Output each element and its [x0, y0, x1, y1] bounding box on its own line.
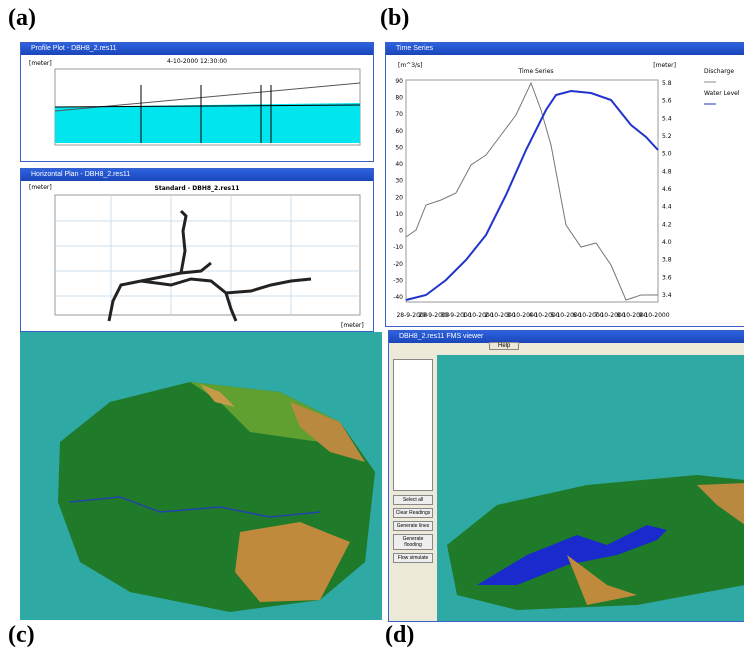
right-tick-label: 5.0: [662, 151, 672, 158]
x-tick-label: 6-10-2000: [572, 312, 603, 319]
terrain: [567, 555, 637, 605]
x-tick-label: 28-9-2000: [396, 312, 427, 319]
left-tick-label: 80: [395, 95, 403, 102]
flood: [477, 525, 667, 585]
x-tick-label: 7-10-2000: [594, 312, 625, 319]
x-tick-label: 4-10-2000: [528, 312, 559, 319]
water-level-line: [405, 89, 659, 301]
flood-map: [447, 475, 744, 610]
river: [224, 292, 238, 322]
unit: [meter]: [341, 322, 364, 329]
left-tick-label: 60: [395, 128, 403, 135]
water: [55, 103, 360, 143]
window-title: Horizontal Plan - DBH8_2.res11: [21, 169, 373, 181]
x-tick-label: 8-10-2000: [616, 312, 647, 319]
x-tick-label: 5-10-2000: [550, 312, 581, 319]
terrain: [235, 522, 350, 602]
terrain: [697, 483, 744, 525]
left-tick-label: 90: [395, 78, 403, 85]
help-button[interactable]: Help: [489, 342, 520, 350]
toolbar: Help: [389, 342, 744, 355]
grid: [55, 195, 360, 315]
right-tick-label: 4.4: [662, 204, 672, 211]
panel-label: (c): [8, 622, 35, 648]
window-title: Profile Plot - DBH8_2.res11: [21, 43, 373, 55]
frame: [54, 194, 361, 316]
unit: [meter]: [29, 60, 52, 67]
left-tick-label: -20: [393, 261, 403, 268]
left-tick-label: -10: [393, 244, 403, 251]
timeseries-window: Time Series Time Series [m^3/s] [meter] …: [385, 42, 744, 327]
legend: Water Level: [704, 90, 740, 97]
panel-label: (b): [380, 5, 410, 31]
right-tick-label: 5.2: [662, 133, 672, 140]
left-tick-label: -40: [393, 294, 403, 301]
right-tick-label: 3.6: [662, 274, 672, 281]
x-tick-label: 1-10-2000: [462, 312, 493, 319]
right-tick-label: 3.4: [662, 292, 672, 299]
right-tick-label: 3.8: [662, 257, 672, 264]
right-tick-label: 4.8: [662, 168, 672, 175]
profile-window: Profile Plot - DBH8_2.res11 4-10-2000 12…: [20, 42, 374, 162]
terrain-view: [20, 332, 382, 620]
right-tick-label: 5.8: [662, 80, 672, 87]
timestamp: 4-10-2000 12:30:00: [167, 58, 227, 65]
side-panel: Select all Clear Readings Generate lines Ge…: [389, 355, 437, 621]
right-tick-label: 5.6: [662, 98, 672, 105]
button[interactable]: Generate flooding: [393, 534, 433, 550]
unit: [meter]: [29, 184, 52, 191]
x-tick-label: 9-10-2000: [638, 312, 669, 319]
list: [393, 359, 433, 491]
legend: Discharge: [704, 68, 734, 75]
left-tick-label: 20: [395, 194, 403, 201]
window-title: Time Series: [386, 43, 744, 55]
unit: [m^3/s]: [398, 62, 423, 69]
terrain: [290, 402, 365, 462]
button[interactable]: Clear Readings: [393, 508, 433, 518]
right-tick-label: 4.2: [662, 221, 672, 228]
x-tick-label: 2-10-2000: [484, 312, 515, 319]
button[interactable]: Flow simulate: [393, 553, 433, 563]
left-tick-label: -30: [393, 277, 403, 284]
window-title: DBH8_2.res11 FMS viewer: [389, 331, 744, 343]
plan-plot: Standard - DBH8_2.res11 [meter] [meter]: [29, 184, 364, 329]
left-tick-label: 70: [395, 111, 403, 118]
panel-label: (a): [8, 5, 36, 31]
right-tick-label: 5.4: [662, 115, 672, 122]
left-tick-label: 0: [399, 228, 403, 235]
unit: [meter]: [653, 62, 676, 69]
discharge-line: [405, 81, 658, 301]
x-tick-label: 3-10-2000: [506, 312, 537, 319]
x-tick-label: 29-9-2000: [418, 312, 449, 319]
flood-window: DBH8_2.res11 FMS viewer Help Select all C…: [388, 330, 744, 622]
left-tick-label: 40: [395, 161, 403, 168]
river: [107, 209, 188, 322]
plot-title: Time Series: [517, 68, 553, 75]
river: [69, 496, 321, 518]
river: [180, 261, 212, 275]
frame: [405, 79, 659, 303]
right-tick-label: 4.0: [662, 239, 672, 246]
x-tick-label: 30-9-2000: [440, 312, 471, 319]
left-tick-label: 50: [395, 144, 403, 151]
plot-title: Standard - DBH8_2.res11: [155, 185, 240, 192]
terrain: [200, 384, 235, 407]
line: [54, 104, 361, 108]
profile-plot: 4-10-2000 12:30:00 [meter]: [29, 58, 361, 146]
button[interactable]: Select all: [393, 495, 433, 505]
left-tick-label: 30: [395, 178, 403, 185]
timeseries-plot: Time Series [m^3/s] [meter] Discharge Wa…: [393, 62, 740, 319]
plan-window: Horizontal Plan - DBH8_2.res11 Standard …: [20, 168, 374, 332]
panel-label: (d): [385, 622, 415, 648]
left-tick-label: 10: [395, 211, 403, 218]
button[interactable]: Generate lines: [393, 521, 433, 531]
right-tick-label: 4.6: [662, 186, 672, 193]
